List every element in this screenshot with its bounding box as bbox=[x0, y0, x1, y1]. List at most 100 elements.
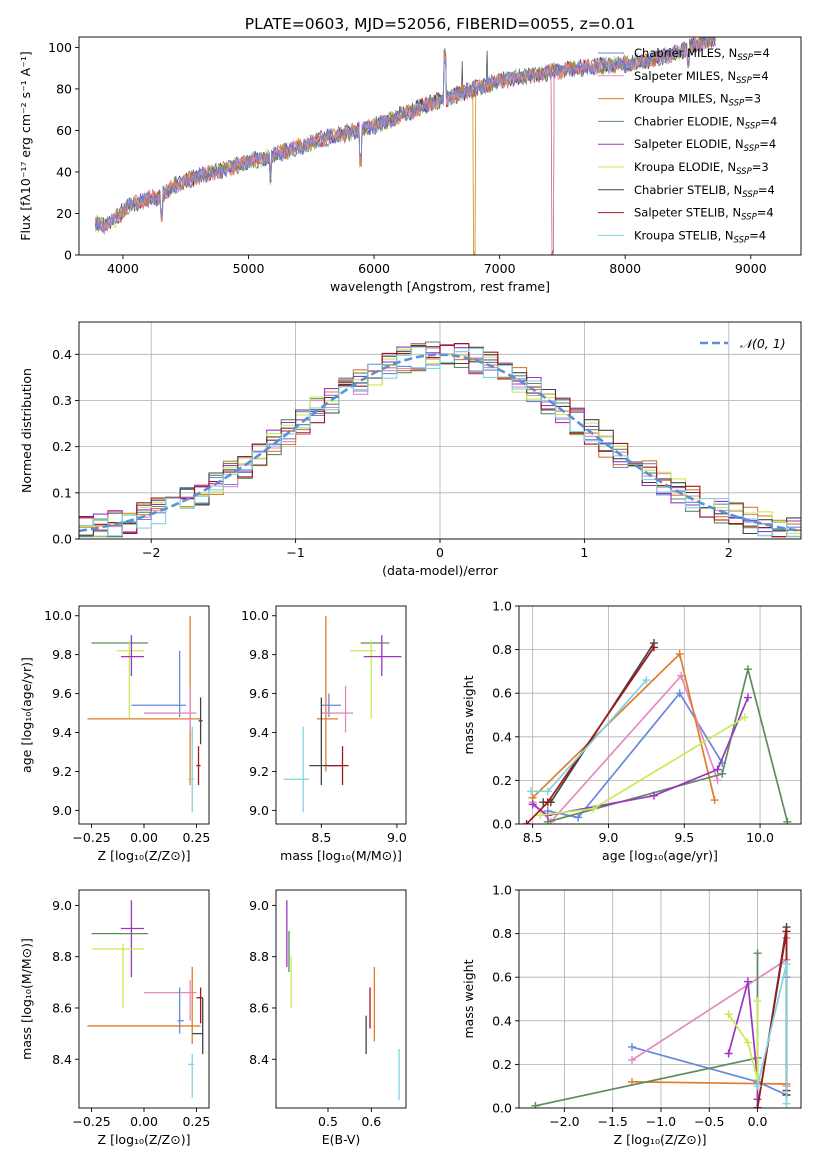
series-kroupa-stelib bbox=[527, 676, 651, 796]
legend-label-tail: =4 bbox=[759, 137, 776, 151]
series-line bbox=[547, 668, 789, 823]
x-axis-label: Z [log₁₀(Z/Z⊙)] bbox=[98, 848, 191, 863]
data-point-marker bbox=[740, 713, 749, 722]
series-chabrier-elodie bbox=[543, 665, 792, 824]
axes-frame bbox=[518, 889, 802, 1109]
y-tick-label: 0.8 bbox=[492, 642, 512, 657]
data-point-marker bbox=[649, 791, 658, 800]
panel-spectrum: 4000 5000 6000 7000 8000 9000 0 20 40 60 80 100 wave… bbox=[18, 36, 802, 294]
errorbar-point bbox=[196, 987, 203, 1024]
series-chabrier-miles bbox=[543, 689, 727, 822]
y-tick-label: 0.4 bbox=[52, 347, 72, 362]
legend-label-text: Kroupa STELIB, N bbox=[634, 228, 734, 242]
panel-residuals: −2 −1 0 1 2 0.0 0.1 0.2 0.3 0.4 (data-model)/error… bbox=[19, 321, 802, 578]
y-axis-label: age [log₁₀(age/yr)] bbox=[19, 657, 34, 773]
y-axis-label: mass weight bbox=[461, 959, 476, 1038]
panel-weight_vs_Z: −2.0 −1.5 −1.0 −0.5 0.0 0.0 0.2 0.4 0.6 0.8 1.0 Z [… bbox=[461, 883, 802, 1147]
data-point-marker bbox=[724, 1049, 733, 1058]
legend-label: Kroupa MILES, NSSP=3 bbox=[634, 92, 761, 109]
y-tick-label: 0.6 bbox=[492, 970, 512, 985]
y-tick-label: 0.2 bbox=[492, 1057, 512, 1072]
legend-label-text: Salpeter ELODIE, N bbox=[634, 137, 744, 151]
y-axis-label: Normed distribution bbox=[19, 368, 34, 493]
y-tick-label: 20 bbox=[56, 206, 72, 221]
errorbar-point bbox=[283, 726, 310, 813]
errorbar-point bbox=[131, 650, 186, 717]
legend-label-tail: =4 bbox=[760, 114, 777, 128]
legend-label-text: Kroupa ELODIE, N bbox=[634, 160, 736, 174]
errorbar-point bbox=[120, 635, 144, 677]
errorbar-point bbox=[192, 997, 204, 1055]
x-axis-label: wavelength [Angstrom, rest frame] bbox=[330, 279, 550, 294]
data-point-marker bbox=[782, 927, 791, 936]
legend-label-tail: =3 bbox=[752, 160, 769, 174]
x-tick-label: 0.25 bbox=[182, 830, 210, 845]
errorbar-point bbox=[321, 685, 354, 733]
errorbar-point bbox=[198, 697, 203, 745]
legend-label-sub: SSP bbox=[736, 76, 752, 86]
x-tick-label: −0.5 bbox=[694, 1114, 724, 1129]
data-point-marker bbox=[522, 820, 531, 824]
y-tick-label: 0.0 bbox=[492, 1101, 512, 1116]
x-tick-label: 9.0 bbox=[387, 830, 407, 845]
legend-label: Salpeter MILES, NSSP=4 bbox=[634, 69, 769, 86]
y-tick-label: 10.0 bbox=[241, 608, 269, 623]
y-tick-label: 8.6 bbox=[249, 1000, 269, 1015]
y-tick-label: 0 bbox=[64, 248, 72, 263]
series-salpeter-stelib bbox=[522, 643, 658, 824]
series-kroupa-miles bbox=[528, 649, 719, 805]
x-axis-label: mass [log₁₀(M/M⊙)] bbox=[280, 848, 402, 863]
legend-label-tail: =3 bbox=[744, 92, 761, 106]
data-point-marker bbox=[724, 1010, 733, 1019]
y-tick-label: 100 bbox=[48, 40, 72, 55]
errorbar-point bbox=[87, 966, 201, 1044]
x-tick-label: 9.0 bbox=[599, 830, 619, 845]
series-line bbox=[727, 1001, 759, 1080]
x-tick-label: 0.5 bbox=[318, 1114, 338, 1129]
legend-label: Kroupa STELIB, NSSP=4 bbox=[634, 228, 766, 245]
errorbar-point bbox=[120, 900, 144, 978]
y-tick-label: 1.0 bbox=[492, 599, 512, 614]
legend-label-sub: SSP bbox=[736, 167, 752, 177]
y-tick-label: 0.2 bbox=[52, 439, 72, 454]
data-point-marker bbox=[782, 1099, 791, 1108]
legend-label-text: Kroupa MILES, N bbox=[634, 92, 729, 106]
errorbar-point bbox=[363, 635, 402, 677]
axes-frame bbox=[275, 889, 407, 1109]
errorbar-point bbox=[144, 979, 197, 1021]
axes-frame bbox=[78, 889, 210, 1109]
legend-label-tail: =4 bbox=[752, 69, 769, 83]
data-point-marker bbox=[543, 798, 552, 807]
x-tick-label: −1.0 bbox=[646, 1114, 676, 1129]
legend-label: 𝒩(0, 1) bbox=[740, 336, 786, 351]
x-tick-label: 8000 bbox=[609, 261, 641, 276]
legend-label-text: Chabrier STELIB, N bbox=[634, 183, 742, 197]
x-tick-label: 6000 bbox=[358, 261, 390, 276]
y-tick-label: 9.4 bbox=[52, 725, 72, 740]
axes-frame bbox=[275, 605, 407, 825]
plot-area bbox=[79, 341, 801, 538]
x-tick-label: 4000 bbox=[107, 261, 139, 276]
panel-weight_vs_age: 8.5 9.0 9.5 10.0 0.0 0.2 0.4 0.6 0.8 1.0 age [log₁… bbox=[461, 599, 802, 863]
x-tick-label: 0.00 bbox=[130, 1114, 158, 1129]
panel-age_vs_Z: −0.25 0.00 0.25 9.0 9.2 9.4 9.6 9.8 10.0 Z [log₁₀… bbox=[19, 605, 210, 863]
y-axis-label: mass weight bbox=[461, 675, 476, 754]
errorbar-point bbox=[188, 1054, 195, 1098]
x-tick-label: 1 bbox=[580, 545, 588, 560]
x-tick-label: 2 bbox=[725, 545, 733, 560]
legend-label-sub: SSP bbox=[737, 53, 753, 63]
panel-mass_vs_Z: −0.25 0.00 0.25 8.4 8.6 8.8 9.0 Z [log₁₀(Z/Z⊙)]… bbox=[19, 889, 210, 1147]
series-kroupa-elodie bbox=[536, 713, 749, 820]
legend-label-text: Chabrier ELODIE, N bbox=[634, 114, 745, 128]
y-tick-label: 0.4 bbox=[492, 729, 512, 744]
data-point-marker bbox=[531, 1101, 540, 1108]
errorbar-point bbox=[350, 641, 376, 719]
x-tick-label: 7000 bbox=[484, 261, 516, 276]
x-tick-label: −0.25 bbox=[72, 1114, 110, 1129]
data-point-marker bbox=[753, 997, 762, 1006]
data-point-marker bbox=[743, 665, 752, 674]
y-tick-label: 0.0 bbox=[52, 532, 72, 547]
y-axis-label: Flux [fλ10⁻¹⁷ erg cm⁻² s⁻¹ A⁻¹] bbox=[18, 51, 33, 240]
